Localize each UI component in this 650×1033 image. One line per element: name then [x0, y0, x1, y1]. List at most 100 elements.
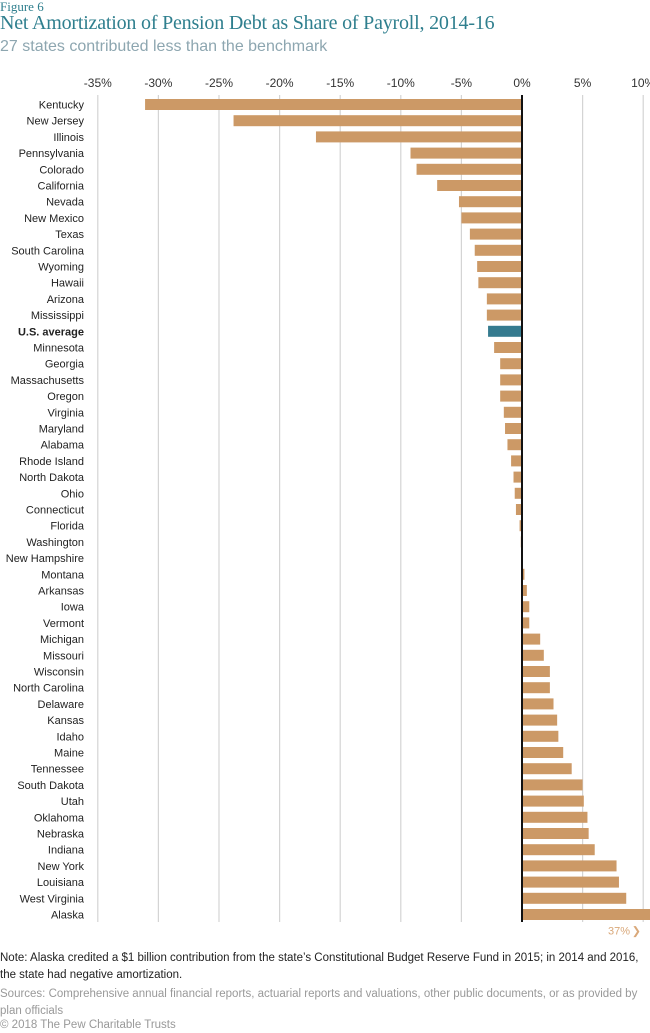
bar — [458, 196, 522, 208]
bar — [522, 763, 572, 775]
category-label: South Dakota — [17, 780, 85, 792]
bar — [522, 698, 554, 710]
bar — [511, 455, 522, 467]
category-label: Indiana — [48, 845, 85, 857]
bar — [522, 714, 558, 726]
bar — [522, 666, 550, 677]
category-label: Montana — [41, 569, 85, 581]
category-labels: Kentucky New Jersey Illinois Pennsylvania Co… — [6, 100, 85, 922]
bar — [437, 180, 522, 191]
x-tick-label: -25% — [205, 76, 233, 90]
category-label: Massachusetts — [11, 375, 85, 387]
category-label: Kansas — [47, 715, 84, 727]
x-tick-label: -5% — [451, 76, 473, 90]
category-label: U.S. average — [18, 326, 84, 338]
x-tick-label: 10% — [631, 76, 650, 90]
bar — [522, 876, 619, 888]
bar — [522, 682, 550, 694]
bar — [505, 423, 522, 434]
chevron-right-icon: ❯ — [632, 926, 641, 938]
category-label: Vermont — [43, 618, 84, 630]
bars — [145, 99, 650, 920]
bar — [315, 131, 522, 143]
category-label: Colorado — [39, 164, 84, 176]
x-tick-label: -15% — [326, 76, 354, 90]
category-label: Utah — [61, 796, 84, 808]
x-tick-label: -30% — [144, 76, 172, 90]
annotation-label: 37% — [608, 926, 630, 938]
bar — [522, 909, 650, 920]
x-axis-ticks: -35% -30% -25% -20% -15% -10% -5% 0% 5% 10% — [84, 76, 650, 90]
bar — [461, 212, 522, 224]
category-label: Maine — [54, 748, 84, 760]
figure-label: Figure 6 — [0, 0, 44, 14]
bar — [478, 277, 522, 289]
category-label: Iowa — [61, 602, 85, 614]
category-label: Tennessee — [31, 764, 84, 776]
bar — [507, 439, 522, 451]
category-label: Virginia — [48, 407, 85, 419]
x-tick-label: 5% — [574, 76, 592, 90]
category-label: New Hampshire — [6, 553, 84, 565]
category-label: Kentucky — [39, 100, 85, 112]
chart-sources: Sources: Comprehensive annual financial … — [0, 988, 638, 1017]
bar — [522, 649, 544, 661]
bar-chart: -35% -30% -25% -20% -15% -10% -5% 0% 5% 10% Kentu… — [6, 76, 650, 938]
category-label: North Dakota — [19, 472, 85, 484]
x-tick-label: -20% — [266, 76, 294, 90]
category-label: Washington — [26, 537, 84, 549]
bar — [522, 617, 530, 629]
x-tick-label: -10% — [387, 76, 415, 90]
bar — [233, 115, 522, 127]
category-label: Minnesota — [33, 343, 85, 355]
bar — [500, 374, 522, 386]
bar — [416, 163, 522, 175]
annotations: 37% ❯ — [521, 95, 641, 938]
bar — [515, 504, 522, 515]
bar — [514, 487, 522, 499]
category-label: South Carolina — [11, 245, 85, 257]
category-label: Oklahoma — [34, 812, 85, 824]
category-label: Nevada — [46, 197, 85, 209]
category-label: Louisiana — [37, 877, 85, 889]
chart-note: Note: Alaska credited a $1 billion contr… — [0, 952, 639, 981]
category-label: Missouri — [43, 650, 84, 662]
category-label: Hawaii — [51, 278, 84, 290]
bar — [522, 779, 583, 791]
category-label: Georgia — [45, 359, 85, 371]
category-label: Nebraska — [37, 829, 85, 841]
category-label: Alabama — [41, 440, 85, 452]
x-tick-label: 0% — [513, 76, 531, 90]
bar — [522, 568, 525, 580]
x-tick-label: -35% — [84, 76, 112, 90]
bar — [522, 828, 589, 839]
bar — [486, 309, 522, 321]
category-label: Florida — [50, 521, 85, 533]
bar — [522, 601, 530, 613]
category-label: Wisconsin — [34, 667, 84, 679]
category-label: Delaware — [38, 699, 84, 711]
category-label: California — [38, 181, 85, 193]
bar — [488, 325, 522, 337]
bar — [522, 860, 617, 872]
bar — [494, 342, 522, 353]
bar — [522, 747, 564, 758]
bar — [522, 730, 559, 742]
bar — [474, 244, 522, 256]
category-label: Arkansas — [38, 586, 84, 598]
bar — [522, 844, 595, 856]
bar — [500, 390, 522, 402]
category-label: Illinois — [53, 132, 84, 144]
category-label: North Carolina — [13, 683, 85, 695]
category-label: West Virginia — [20, 893, 85, 905]
category-label: Oregon — [47, 391, 84, 403]
bar — [522, 811, 588, 823]
category-label: Idaho — [56, 731, 84, 743]
bar — [522, 892, 627, 904]
category-label: Arizona — [47, 294, 85, 306]
bar — [469, 228, 522, 240]
category-label: Michigan — [40, 634, 84, 646]
category-label: Mississippi — [31, 310, 84, 322]
chart-title: Net Amortization of Pension Debt as Shar… — [0, 12, 495, 34]
gridlines — [97, 95, 644, 922]
